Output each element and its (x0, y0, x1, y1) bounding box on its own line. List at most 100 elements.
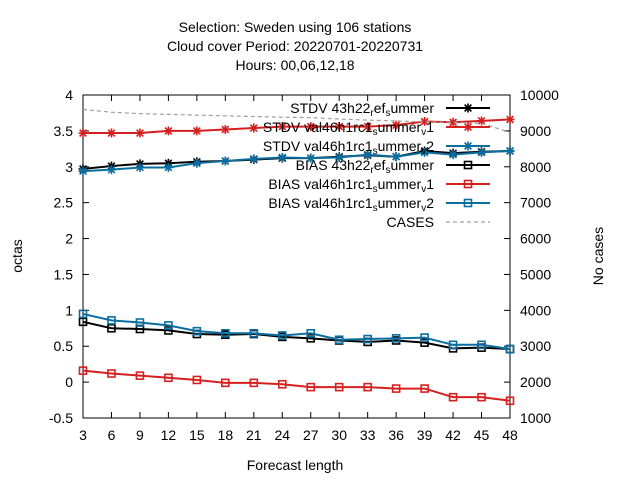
data-point (78, 317, 88, 327)
series-line (82, 149, 511, 173)
data-point (420, 147, 430, 157)
x-tick-label: 9 (136, 427, 144, 443)
data-point (391, 120, 401, 130)
data-point (505, 344, 515, 354)
data-point (306, 153, 316, 163)
data-point (334, 152, 344, 162)
data-point (505, 114, 515, 124)
data-point (477, 147, 487, 157)
legend-marker (463, 103, 473, 113)
data-point (164, 321, 173, 330)
data-point (420, 333, 429, 342)
data-point (78, 166, 88, 176)
x-tick-label: 15 (189, 427, 205, 443)
series-7 (82, 108, 511, 133)
data-point (477, 116, 487, 126)
legend-marker (463, 198, 473, 208)
y-tick-label: 3.5 (54, 123, 74, 139)
data-point (448, 117, 458, 127)
data-point (306, 382, 316, 392)
data-point (306, 122, 316, 132)
legend-entry: BIAS 43h22refsummer (296, 157, 490, 176)
y-tick-label: 2.5 (54, 195, 74, 211)
data-point (505, 146, 515, 156)
legend-entry: STDV val46h1rc1summerv1 (263, 119, 490, 138)
data-point (306, 334, 316, 343)
data-point (163, 126, 173, 136)
series-6 (78, 309, 515, 354)
legend-label: STDV val46h1rc1summerv2 (263, 138, 434, 157)
x-tick-label: 30 (331, 427, 347, 443)
legend-marker (463, 160, 473, 170)
data-point (106, 128, 116, 138)
data-point (505, 396, 515, 406)
legend-label: BIAS val46h1rc1summerv1 (268, 176, 434, 195)
y-tick-label: -0.5 (49, 410, 73, 426)
x-tick-label: 39 (417, 427, 433, 443)
data-point (163, 162, 173, 172)
plot-area: 3 6 9 12 15 18 21 24 27 30 33 36 39 42 45 4843.532.521.… (49, 87, 559, 443)
y-tick-label: 3 (65, 159, 73, 175)
data-point (135, 371, 145, 380)
data-point (107, 316, 116, 325)
data-point (391, 152, 401, 162)
data-point (420, 117, 430, 127)
data-point (391, 384, 401, 393)
data-point (448, 340, 458, 350)
series-line (82, 320, 511, 351)
data-point (334, 122, 344, 132)
data-point (135, 128, 145, 138)
data-point (477, 392, 486, 402)
y2-axis-label: No cases (590, 227, 606, 285)
legend-label: CASES (387, 214, 434, 230)
series-line (82, 369, 511, 402)
x-tick-label: 24 (274, 427, 290, 443)
y-tick-label: 0 (65, 374, 73, 390)
title-line-2: Cloud cover Period: 20220701-20220731 (167, 38, 423, 54)
x-tick-label: 3 (79, 427, 87, 443)
data-point (420, 384, 429, 393)
data-point (192, 326, 202, 336)
data-point (249, 378, 259, 388)
title-line-1: Selection: Sweden using 106 stations (179, 19, 412, 35)
chart-title: Selection: Sweden using 106 stations Clo… (167, 19, 423, 73)
x-tick-label: 18 (218, 427, 234, 443)
data-point (277, 122, 287, 132)
data-point (164, 326, 173, 335)
x-tick-label: 45 (474, 427, 490, 443)
y-tick-label: 0.5 (54, 338, 74, 354)
data-point (249, 329, 259, 338)
series-3 (78, 146, 515, 176)
legend-marker (463, 179, 473, 189)
data-point (334, 335, 344, 345)
series-5 (78, 366, 515, 406)
data-point (220, 124, 230, 134)
y-axis-label: octas (9, 239, 25, 272)
data-point (334, 382, 344, 392)
x-tick-label: 6 (108, 427, 116, 443)
data-point (249, 154, 259, 164)
legend-label: STDV val46h1rc1summerv1 (263, 119, 434, 138)
x-tick-label: 27 (303, 427, 319, 443)
data-point (306, 329, 316, 338)
data-point (277, 331, 287, 340)
x-tick-label: 36 (388, 427, 404, 443)
y2-tick-label: 10000 (520, 87, 559, 103)
data-point (221, 329, 230, 338)
data-point (78, 366, 88, 375)
legend-entry: STDV val46h1rc1summerv2 (263, 138, 490, 157)
legend-entry: BIAS val46h1rc1summerv2 (268, 195, 490, 214)
data-point (448, 392, 458, 402)
legend-label: STDV 43h22refsummer (290, 100, 434, 119)
legend-marker (463, 122, 473, 132)
x-tick-label: 48 (502, 427, 518, 443)
data-point (78, 128, 88, 138)
data-point (420, 338, 429, 347)
legend-entry: STDV 43h22refsummer (290, 100, 490, 119)
y2-tick-label: 3000 (520, 338, 551, 354)
y2-tick-label: 5000 (520, 266, 551, 282)
series-2 (78, 114, 515, 138)
data-point (391, 334, 401, 343)
x-tick-label: 12 (161, 427, 177, 443)
